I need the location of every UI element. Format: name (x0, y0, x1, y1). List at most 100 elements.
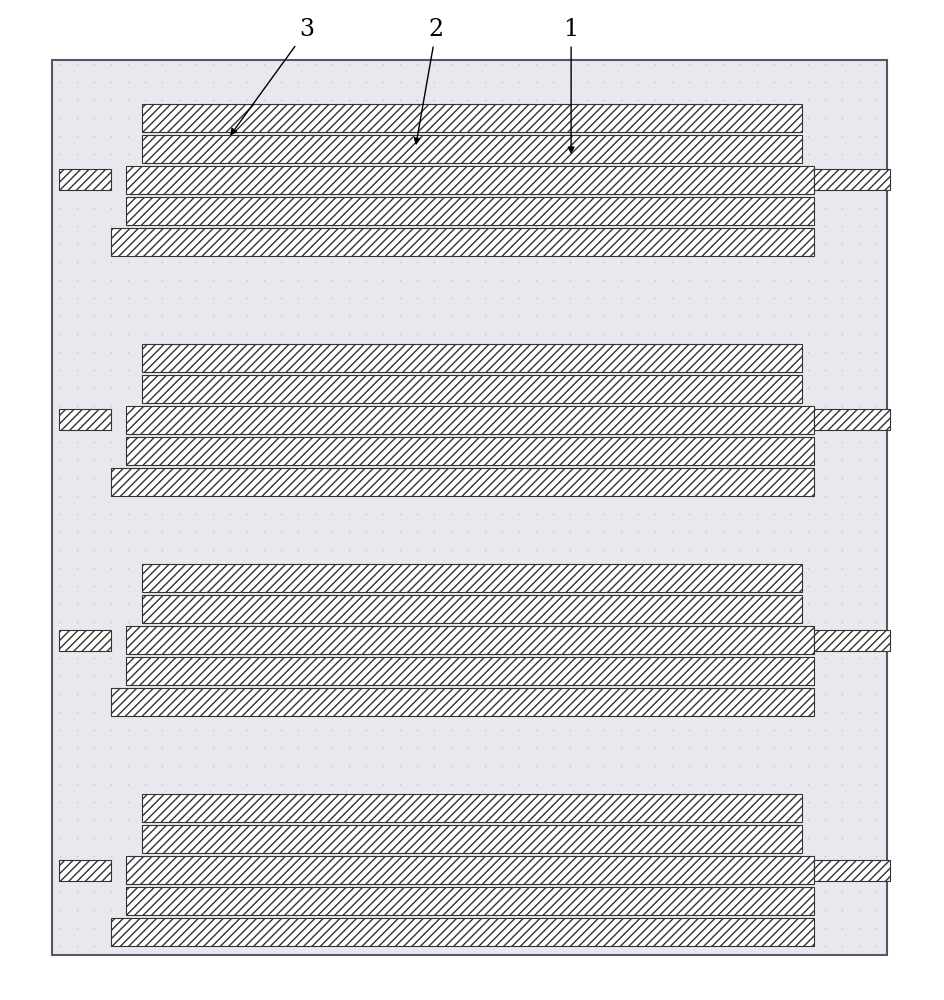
Point (784, 398, 799, 414)
Point (546, 506, 561, 522)
Point (138, 416, 153, 432)
Point (818, 218, 833, 234)
Point (495, 92, 510, 108)
Point (53, 326, 68, 342)
Point (529, 506, 544, 522)
Point (716, 164, 731, 180)
Point (223, 740, 238, 756)
Point (206, 110, 221, 126)
Point (648, 614, 663, 630)
Point (529, 758, 544, 774)
Point (376, 830, 391, 846)
Point (733, 704, 748, 720)
Point (427, 146, 442, 162)
Point (376, 506, 391, 522)
Point (818, 164, 833, 180)
Point (733, 866, 748, 882)
Point (410, 164, 425, 180)
Point (478, 128, 493, 144)
Point (648, 470, 663, 486)
Point (563, 164, 578, 180)
Point (138, 128, 153, 144)
Point (427, 704, 442, 720)
Point (614, 164, 629, 180)
Point (563, 380, 578, 396)
Point (614, 308, 629, 324)
Point (648, 128, 663, 144)
Point (529, 722, 544, 738)
Point (342, 758, 357, 774)
Point (529, 650, 544, 666)
Point (529, 776, 544, 792)
Point (240, 542, 255, 558)
Point (478, 884, 493, 900)
Point (325, 254, 340, 270)
Point (834, 758, 850, 774)
Point (784, 254, 799, 270)
Point (563, 398, 578, 414)
Point (189, 182, 204, 198)
Point (410, 218, 425, 234)
Point (393, 182, 408, 198)
Point (223, 434, 238, 450)
Point (138, 560, 153, 576)
Point (546, 632, 561, 648)
Point (342, 488, 357, 504)
Point (70, 398, 85, 414)
Point (104, 488, 119, 504)
Point (767, 272, 782, 288)
Point (733, 434, 748, 450)
Point (427, 416, 442, 432)
Point (274, 578, 289, 594)
Point (427, 596, 442, 612)
Point (818, 704, 833, 720)
Point (291, 830, 306, 846)
Point (529, 812, 544, 828)
Point (223, 272, 238, 288)
Point (648, 794, 663, 810)
Point (597, 344, 612, 360)
Point (699, 272, 714, 288)
Point (801, 74, 816, 90)
Point (495, 434, 510, 450)
Bar (142, 375, 801, 403)
Point (410, 452, 425, 468)
Point (716, 596, 731, 612)
Point (801, 92, 816, 108)
Point (597, 110, 612, 126)
Point (444, 92, 459, 108)
Point (444, 110, 459, 126)
Point (53, 200, 68, 216)
Point (801, 470, 816, 486)
Point (87, 110, 102, 126)
Point (444, 326, 459, 342)
Point (189, 128, 204, 144)
Point (325, 74, 340, 90)
Point (733, 74, 748, 90)
Point (240, 56, 255, 72)
Point (206, 722, 221, 738)
Point (155, 326, 170, 342)
Point (512, 146, 527, 162)
Point (121, 416, 136, 432)
Point (87, 938, 102, 954)
Point (784, 506, 799, 522)
Point (138, 380, 153, 396)
Point (851, 542, 867, 558)
Point (546, 722, 561, 738)
Point (325, 614, 340, 630)
Point (597, 470, 612, 486)
Point (87, 128, 102, 144)
Point (461, 704, 476, 720)
Point (580, 344, 595, 360)
Point (427, 362, 442, 378)
Point (427, 668, 442, 684)
Point (733, 632, 748, 648)
Point (70, 686, 85, 702)
Point (784, 326, 799, 342)
Point (546, 326, 561, 342)
Point (767, 758, 782, 774)
Point (834, 182, 850, 198)
Point (834, 902, 850, 918)
Point (868, 740, 884, 756)
